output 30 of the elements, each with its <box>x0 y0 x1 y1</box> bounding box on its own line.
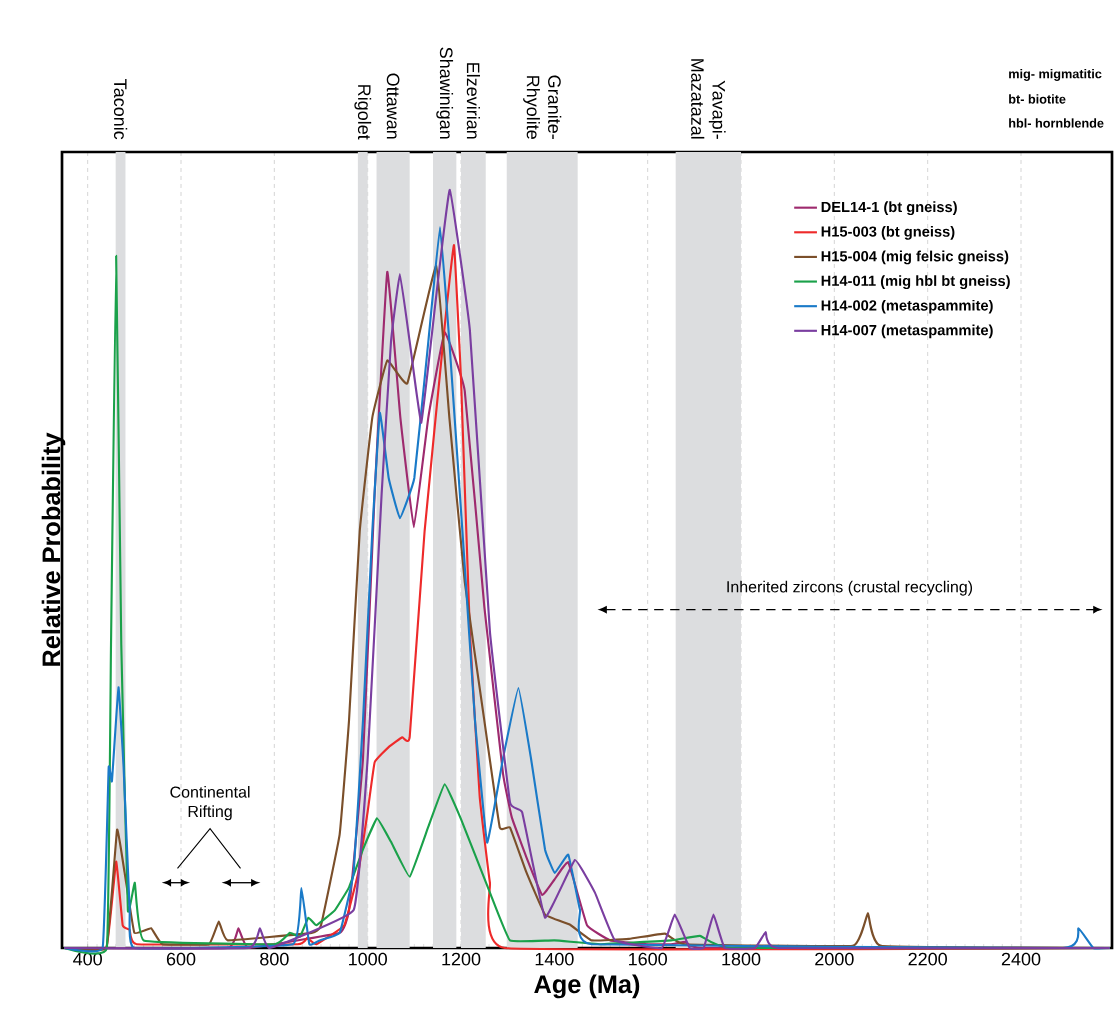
x-tick-label: 600 <box>166 952 196 966</box>
x-tick-label: 1400 <box>535 952 574 966</box>
x-tick-label: 2200 <box>908 952 947 966</box>
text: mig- migmatitic <box>1009 69 1102 81</box>
legend-label: H15-003 (bt gneiss) <box>821 225 955 240</box>
annotation: Inherited zircons (crustal recycling) <box>727 580 973 596</box>
legend-label: DEL14-1 (bt gneiss) <box>821 201 957 216</box>
x-tick-label: 2000 <box>815 952 854 966</box>
x-axis-title: Age (Ma) <box>534 974 640 999</box>
text: bt- biotite <box>1009 94 1066 104</box>
legend-label: H15-004 (mig felsic gneiss) <box>821 250 1009 265</box>
band-label: Ottawan <box>386 73 400 139</box>
legend-label: H14-002 (metaspammite) <box>821 299 993 314</box>
x-tick-label: 800 <box>260 952 289 966</box>
y-axis-title: Relative Probability <box>41 432 66 666</box>
band-label: Granite-Rhyolite <box>523 75 562 139</box>
x-tick-label: 2400 <box>1001 952 1041 966</box>
x-tick-label: 1600 <box>629 952 667 966</box>
band-label: Taconic <box>113 79 128 140</box>
band-label: Elzevirian <box>466 63 480 139</box>
legend-label: H14-011 (mig hbl bt gneiss) <box>821 275 1010 289</box>
legend-label: H14-007 (metaspammite) <box>821 324 993 339</box>
annotation: Continental Rifting <box>170 786 250 821</box>
x-tick-label: 1000 <box>349 952 387 966</box>
x-tick-label: 1800 <box>722 952 761 966</box>
band-label: Shawinigan <box>436 47 454 139</box>
band-label: Rigolet <box>354 85 372 140</box>
text: hbl- hornblende <box>1009 118 1104 128</box>
band-label: Yavapi-Mazatazal <box>691 59 726 139</box>
x-tick-label: 1200 <box>442 952 481 966</box>
